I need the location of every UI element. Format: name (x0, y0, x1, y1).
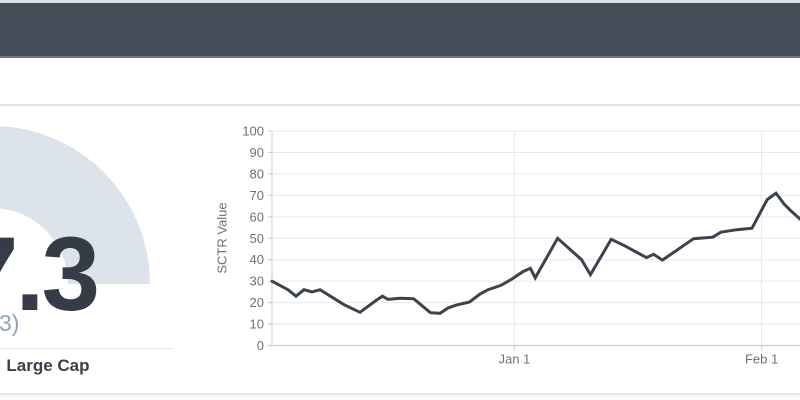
gauge-subtitle: 3) (0, 310, 20, 336)
y-tick-label: 50 (250, 231, 264, 246)
y-tick-label: 100 (242, 124, 264, 139)
sctr-gauge-arc (0, 126, 150, 284)
y-tick-label: 90 (250, 145, 264, 160)
y-tick-label: 70 (250, 188, 264, 203)
gauge-divider (0, 348, 174, 349)
y-tick-label: 0 (257, 338, 264, 353)
y-tick-label: 40 (250, 252, 264, 267)
section-divider-bottom (0, 393, 800, 395)
y-axis-title: SCTR Value (214, 202, 230, 274)
app-header-bar (0, 3, 800, 58)
top-edge-strip (0, 0, 800, 3)
x-tick-label: Jan 1 (498, 352, 530, 367)
y-tick-label: 10 (250, 317, 264, 332)
gauge-segment-label: : Large Cap (0, 356, 90, 375)
y-tick-label: 80 (250, 166, 264, 181)
sctr-series-line (270, 191, 800, 315)
sctr-line-chart: 0 10 20 30 40 50 60 70 80 90 100 Jan 1 Feb 1 (242, 124, 800, 367)
gauge-value: 7.3 (0, 216, 100, 333)
x-tick-label: Feb 1 (745, 352, 778, 367)
y-tick-label: 30 (250, 274, 264, 289)
y-tick-label: 60 (250, 209, 264, 224)
section-divider-top (0, 104, 800, 106)
gauge-ring (0, 126, 150, 284)
bottom-edge-strip (0, 395, 800, 400)
y-tick-label: 20 (250, 295, 264, 310)
